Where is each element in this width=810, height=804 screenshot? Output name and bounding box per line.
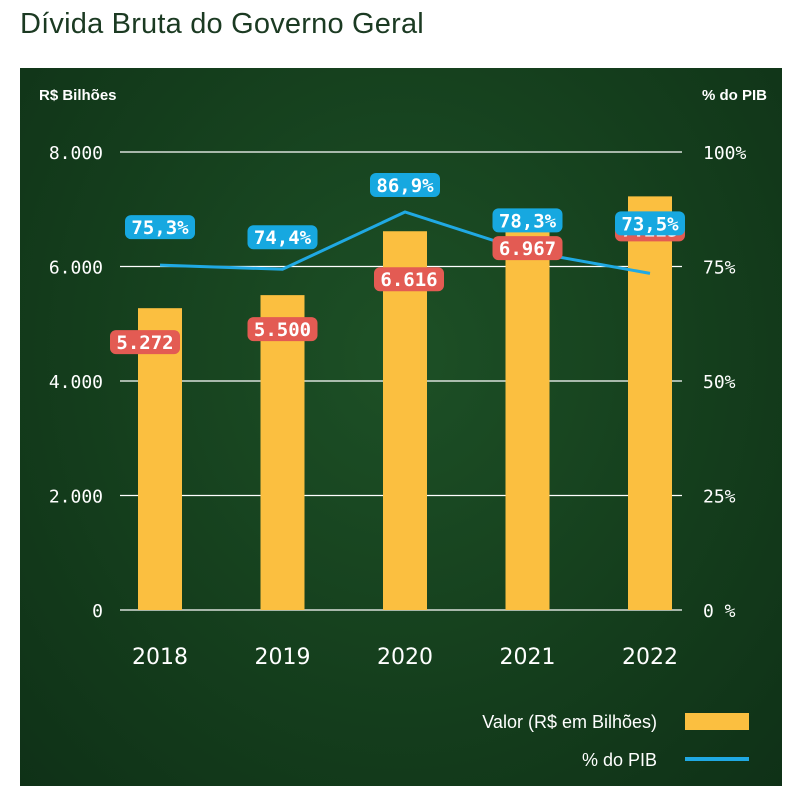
pct-label-bg <box>125 215 195 240</box>
pct-label-text: 86,9% <box>376 175 434 197</box>
value-label-bg <box>374 267 444 292</box>
pct-line <box>159 210 651 275</box>
left-axis-title: R$ Bilhões <box>39 87 117 104</box>
pct-label-text: 74,4% <box>254 227 312 249</box>
value-label-bg <box>247 317 318 342</box>
value-label: 5.500 <box>247 317 318 342</box>
pct-label-text: 73,5% <box>621 213 679 235</box>
legend: Valor (R$ em Bilhões) % do PIB <box>482 712 749 770</box>
y-tick-label: 0 <box>92 601 103 622</box>
y-tick-label: 6.000 <box>49 258 103 279</box>
page-title: Dívida Bruta do Governo Geral <box>20 8 424 40</box>
x-tick-label: 2018 <box>132 645 188 670</box>
pct-label: 78,3% <box>492 208 563 233</box>
legend-label-bar: Valor (R$ em Bilhões) <box>482 712 657 732</box>
value-label: 5.272 <box>110 330 180 355</box>
pct-label: 75,3% <box>125 215 195 240</box>
value-label-bg <box>492 236 563 261</box>
bar <box>138 308 182 610</box>
value-label: 6.616 <box>374 267 444 292</box>
value-label-bg <box>110 330 180 355</box>
bar <box>628 196 672 610</box>
bar <box>260 295 305 610</box>
pct-label: 86,9% <box>370 172 440 197</box>
x-tick-label: 2020 <box>377 645 433 670</box>
y2-tick-label: 50% <box>703 372 736 393</box>
chart-panel: R$ Bilhões % do PIB 5.272 5.500 6.616 6.967… <box>20 68 782 786</box>
y-tick-label: 8.000 <box>49 143 103 164</box>
value-label-text: 6.616 <box>380 269 437 291</box>
line-series <box>159 210 651 275</box>
legend-swatch-bar <box>685 713 749 730</box>
x-tick-label: 2019 <box>255 645 311 670</box>
value-label-text: 6.967 <box>499 238 556 260</box>
pct-label: 73,5% <box>615 211 685 236</box>
y-tick-label: 2.000 <box>49 487 103 508</box>
y2-tick-label: 25% <box>703 487 736 508</box>
y-tick-label: 4.000 <box>49 372 103 393</box>
pct-label-bg <box>492 208 563 233</box>
x-tick-label: 2022 <box>622 645 678 670</box>
y2-tick-label: 75% <box>703 258 736 279</box>
x-tick-label: 2021 <box>500 645 556 670</box>
pct-label: 74,4% <box>247 225 318 250</box>
debt-chart: R$ Bilhões % do PIB 5.272 5.500 6.616 6.967… <box>39 87 767 770</box>
pct-label-text: 75,3% <box>131 217 189 239</box>
y2-tick-label: 100% <box>703 143 747 164</box>
pct-label-bg <box>370 172 440 197</box>
bar <box>505 211 550 610</box>
pct-label-bg <box>247 225 318 250</box>
legend-label-line: % do PIB <box>582 750 657 770</box>
y2-tick-label: 0 % <box>703 601 736 622</box>
axis-ticks: 0 2.000 4.000 6.000 8.000 0 % 25% 50% 75% 100% 201… <box>49 143 747 670</box>
bar <box>383 231 427 610</box>
bar-series <box>138 196 672 610</box>
value-label-text: 5.500 <box>254 319 311 341</box>
legend-swatch-line <box>685 757 749 761</box>
data-labels: 5.2725.5006.6166.9677.22575,3%74,4%86,9%… <box>110 172 685 355</box>
value-label-text: 5.272 <box>116 332 173 354</box>
pct-label-bg <box>615 211 685 236</box>
right-axis-title: % do PIB <box>702 87 767 104</box>
value-label: 6.967 <box>492 236 563 261</box>
pct-label-text: 78,3% <box>499 210 557 232</box>
